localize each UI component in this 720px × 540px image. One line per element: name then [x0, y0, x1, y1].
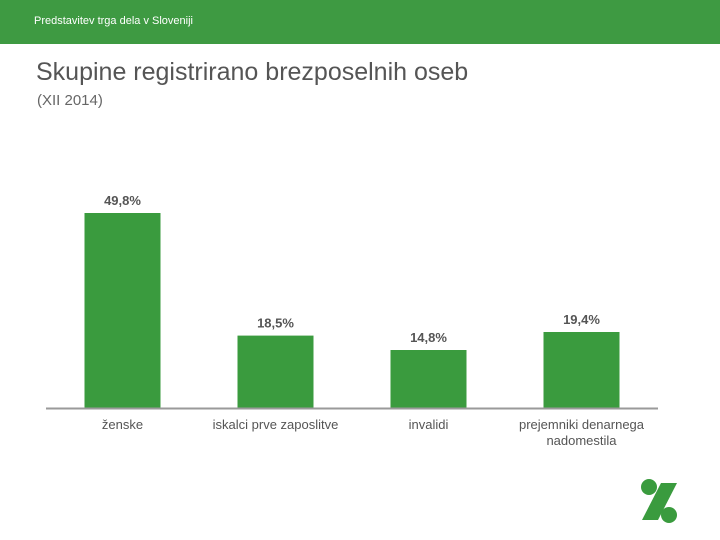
- category-label: iskalci prve zaposlitve: [213, 417, 339, 432]
- category-label: prejemniki denarnega: [519, 417, 645, 432]
- data-label: 19,4%: [563, 312, 600, 327]
- data-label: 14,8%: [410, 330, 447, 345]
- header-text: Predstavitev trga dela v Sloveniji: [34, 15, 193, 27]
- category-label: ženske: [102, 417, 143, 432]
- bar: [543, 332, 620, 408]
- data-label: 18,5%: [257, 316, 294, 331]
- bar: [237, 335, 314, 408]
- page-subtitle: (XII 2014): [37, 92, 103, 109]
- bar: [84, 213, 161, 408]
- category-label: invalidi: [409, 417, 449, 432]
- category-label: nadomestila: [546, 433, 617, 448]
- page-title: Skupine registrirano brezposelnih oseb: [36, 58, 469, 86]
- data-label: 49,8%: [104, 193, 141, 208]
- header-bar: Predstavitev trga dela v Sloveniji: [0, 0, 720, 44]
- bar: [390, 350, 467, 408]
